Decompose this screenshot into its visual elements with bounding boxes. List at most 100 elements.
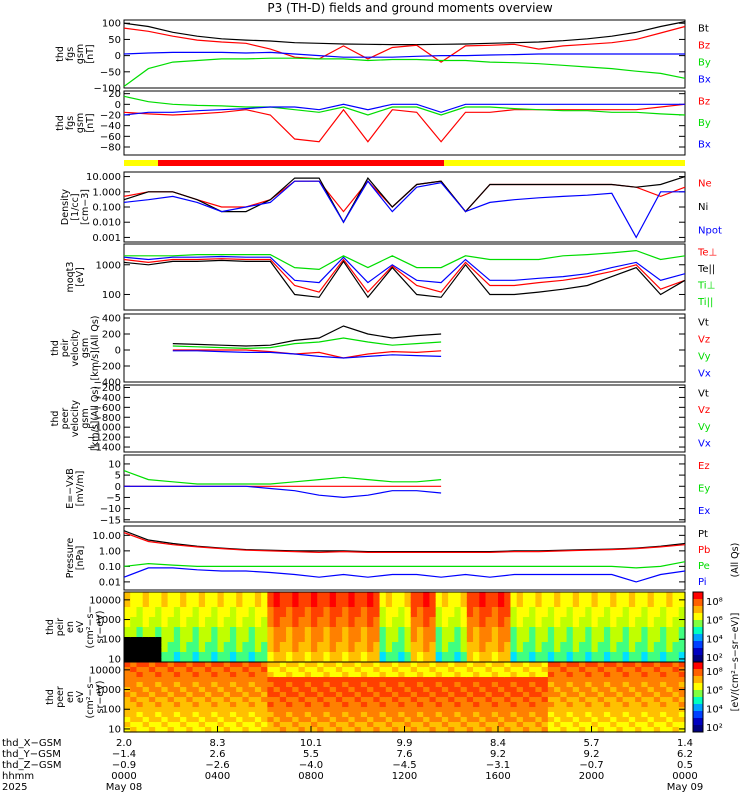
peer_eflux-cell — [485, 687, 493, 693]
peer_eflux-cell — [124, 702, 131, 708]
fgs_gsm-ytick-label: 50 — [108, 35, 121, 46]
peer_eflux-cell — [547, 712, 555, 718]
peir_eflux-cell — [541, 637, 549, 643]
peir_eflux-cell — [267, 602, 275, 608]
peer_eflux-cell — [591, 697, 599, 703]
peer_eflux-cell — [130, 722, 138, 728]
peir_eflux-cell — [672, 652, 680, 658]
peir_eflux-cell — [229, 597, 237, 603]
peer_eflux-cell — [554, 687, 561, 693]
peir_eflux-cell — [566, 632, 574, 638]
peer_eflux-cell — [597, 712, 605, 718]
peir_eflux-ylabel-line: (cm²−s− — [85, 606, 96, 649]
peer_eflux-cell — [136, 682, 144, 688]
peir_eflux-cell — [454, 632, 462, 638]
peir_eflux-ytick-label: 100 — [102, 635, 121, 646]
peir_eflux-cell — [429, 652, 437, 658]
peer_eflux-cell — [192, 727, 200, 733]
peir_eflux-cell — [435, 622, 443, 628]
peir_eflux-cell — [354, 612, 362, 618]
peir_eflux-cell — [311, 632, 318, 638]
fgs_gsm_zoom-ylabel: thd fgs gsm [nT] — [55, 113, 96, 133]
peer_eflux-cell — [522, 707, 530, 713]
peer_eflux-cell — [473, 702, 480, 708]
peer_eflux-cell — [635, 667, 642, 673]
peir_eflux-cell — [541, 642, 549, 648]
peer_velocity-ylabel: thd peer velocity gsm [km/s](All Qs) — [50, 386, 101, 451]
peer_eflux-cell — [566, 717, 574, 723]
peir_eflux-cell — [441, 617, 449, 623]
peir_eflux-cell — [547, 602, 555, 608]
peer_eflux-cell — [229, 672, 237, 678]
peir_eflux-cell — [142, 642, 150, 648]
peer_eflux-cell — [180, 692, 187, 698]
peer_eflux-cell — [603, 697, 611, 703]
peir_eflux-cell — [585, 622, 593, 628]
peer_eflux-cell — [603, 687, 611, 693]
peir_eflux-cell — [541, 647, 549, 653]
peer_eflux-cell — [535, 702, 543, 708]
peir_eflux-cell — [666, 627, 674, 633]
peer_eflux-cell — [610, 712, 618, 718]
peir_eflux-cell — [660, 597, 667, 603]
peer_eflux-cell — [223, 712, 231, 718]
peer_eflux-cell — [635, 677, 642, 683]
peir_eflux-cell — [198, 617, 206, 623]
peir_eflux-cell — [211, 627, 219, 633]
peer_eflux-cell — [522, 692, 530, 698]
peer_eflux-cell — [485, 692, 493, 698]
peir_eflux-cell — [342, 592, 349, 598]
peir_eflux-cell — [441, 642, 449, 648]
peer_eflux-cell — [404, 672, 412, 678]
peir_eflux-cell — [254, 612, 262, 618]
pressure-legend-item: Pe — [698, 561, 710, 572]
peer_eflux-cell — [311, 727, 318, 733]
peer_eflux-cell — [317, 702, 325, 708]
peer_eflux-cell — [180, 697, 187, 703]
peer_eflux-cell — [373, 712, 381, 718]
peir_eflux-cell — [304, 617, 312, 623]
peir_eflux-cell — [678, 652, 686, 658]
peer_eflux-cell — [579, 682, 586, 688]
peer_eflux-cell — [367, 687, 374, 693]
peer_eflux-cell — [510, 702, 518, 708]
peer_eflux-cell — [504, 662, 512, 668]
peir_eflux-cell — [641, 642, 649, 648]
peir_eflux-cell — [367, 652, 374, 658]
peer_eflux-cell — [628, 667, 636, 673]
peer_eflux-cell — [560, 707, 568, 713]
peir_eflux-cell — [510, 597, 518, 603]
temp-legend-item: Te⊥ — [697, 247, 717, 258]
fgs_gsm-legend-item: By — [698, 58, 711, 69]
peer_eflux-cell — [529, 712, 536, 718]
peer_eflux-cell — [392, 682, 399, 688]
peer_eflux-cell — [304, 727, 312, 733]
peer_eflux-cell — [273, 687, 281, 693]
peer_eflux-cell — [286, 662, 293, 668]
peer_eflux-cell — [498, 677, 505, 683]
peir_eflux-cell — [130, 632, 138, 638]
peer_eflux-cell — [435, 687, 443, 693]
peir_eflux-cell — [398, 642, 406, 648]
peir_eflux-cell — [441, 592, 449, 598]
peer_eflux-cell — [217, 697, 225, 703]
peer_eflux-cell — [466, 717, 474, 723]
peer_eflux-cell — [211, 707, 219, 713]
peer_eflux-cell — [560, 667, 568, 673]
peir_eflux-cell — [529, 622, 536, 628]
peir_eflux-cell — [348, 597, 356, 603]
peer_eflux-cell — [416, 682, 424, 688]
peir_eflux-cell — [342, 602, 349, 608]
peer_eflux-cell — [610, 702, 618, 708]
peer_eflux-cell — [398, 662, 406, 668]
temp-ylabel: moqt3 [eV] — [65, 262, 86, 293]
peer_eflux-cell — [678, 682, 686, 688]
peir_eflux-cell — [335, 657, 343, 663]
peir_eflux-cell — [161, 632, 169, 638]
peir_eflux-cell — [678, 642, 686, 648]
peir_eflux-cell — [192, 617, 200, 623]
peer_eflux-cell — [541, 687, 549, 693]
peer_eflux-cell — [223, 717, 231, 723]
